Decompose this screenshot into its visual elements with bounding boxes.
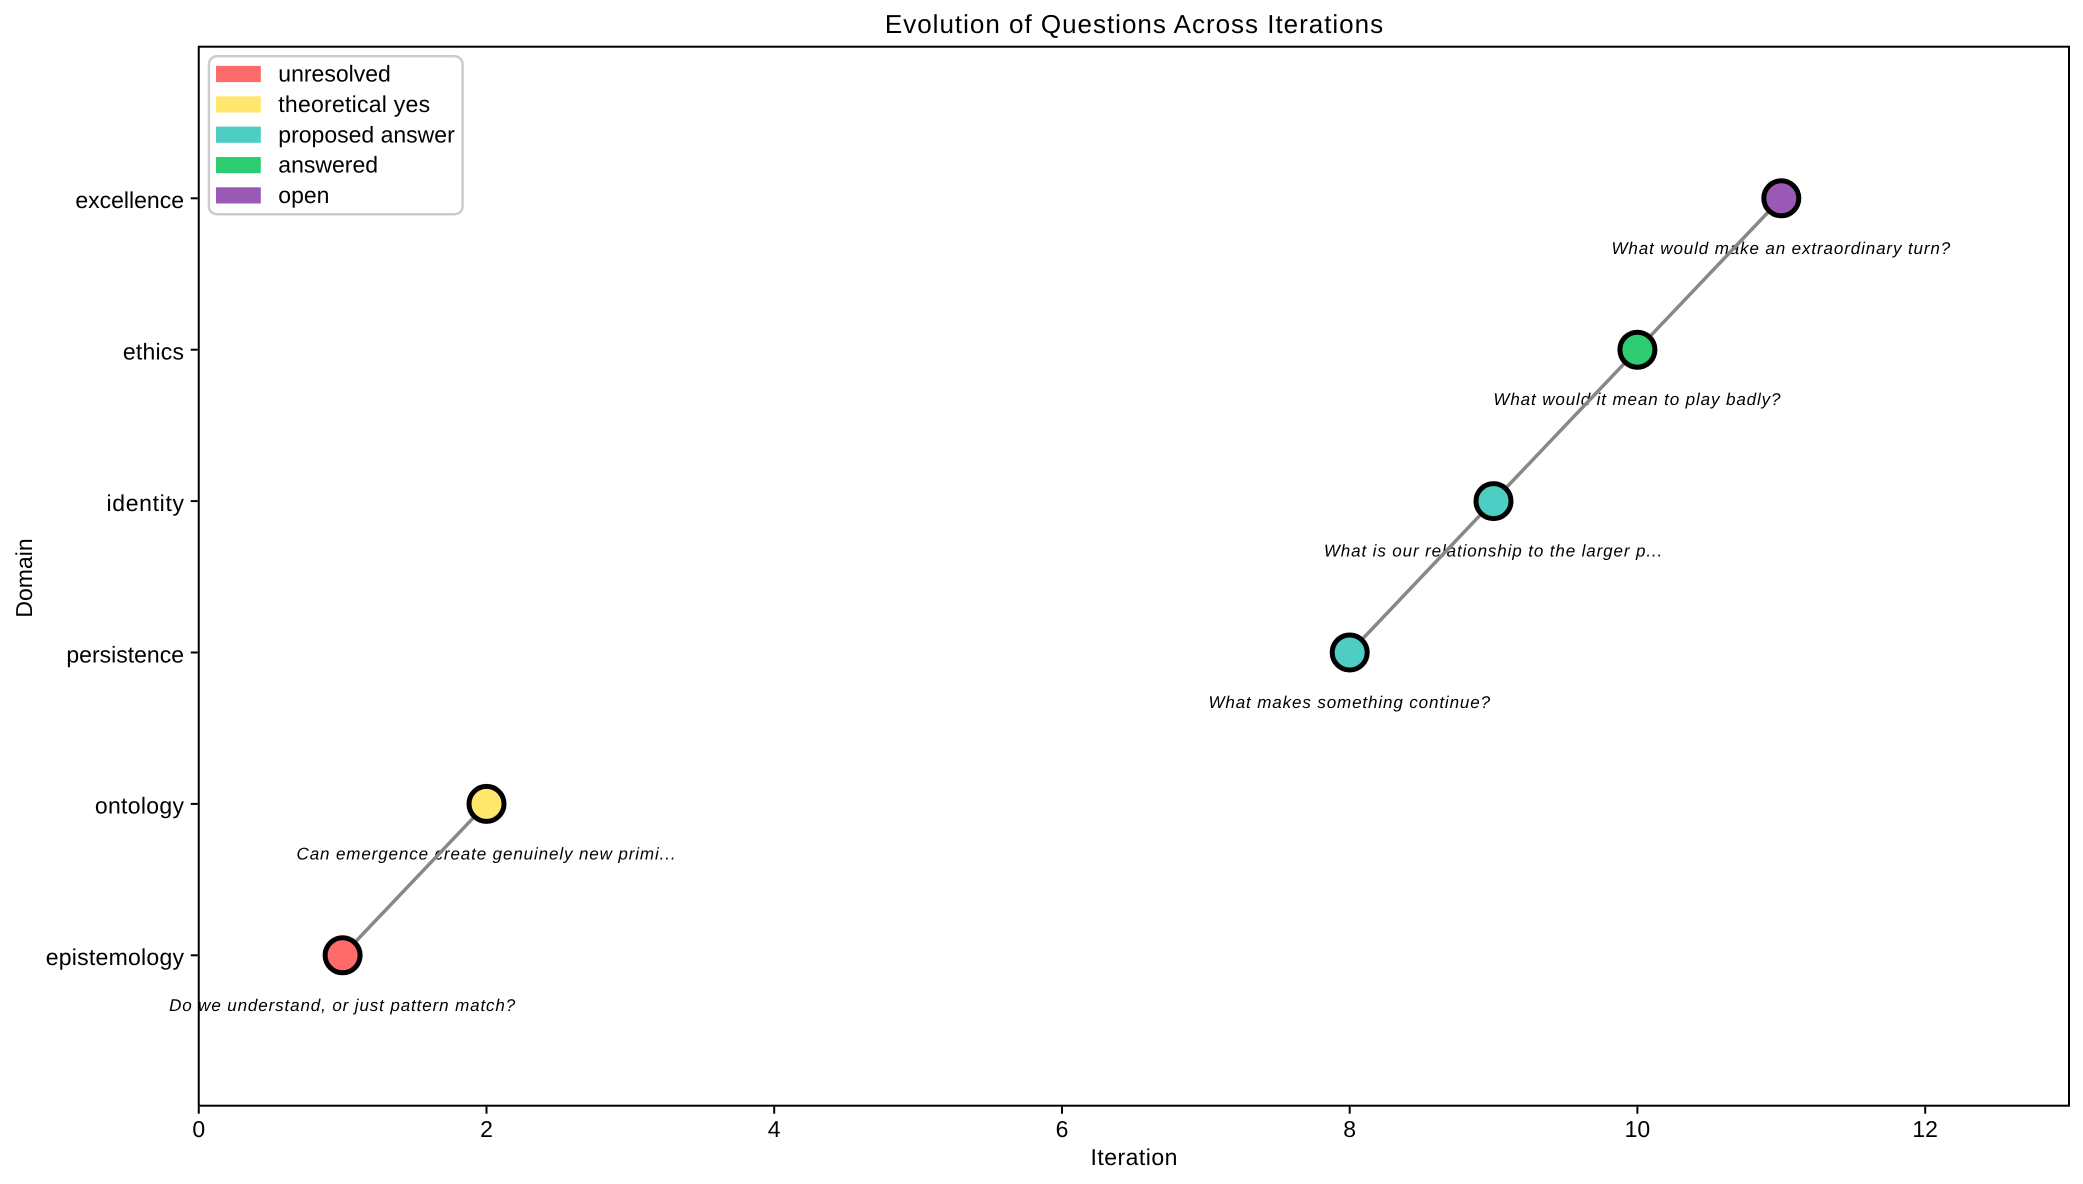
svg-text:Iteration: Iteration	[1090, 1144, 1178, 1170]
svg-text:10: 10	[1625, 1116, 1651, 1142]
svg-text:answered: answered	[278, 152, 378, 178]
svg-text:6: 6	[1056, 1116, 1069, 1142]
svg-text:8: 8	[1343, 1116, 1356, 1142]
svg-text:theoretical yes: theoretical yes	[278, 91, 430, 117]
svg-text:Domain: Domain	[11, 538, 37, 617]
svg-text:persistence: persistence	[66, 641, 184, 667]
svg-text:0: 0	[192, 1116, 205, 1142]
svg-text:2: 2	[480, 1116, 493, 1142]
svg-text:What makes something continue?: What makes something continue?	[1208, 693, 1490, 712]
svg-text:ontology: ontology	[95, 793, 185, 819]
svg-text:open: open	[278, 182, 329, 208]
svg-text:4: 4	[768, 1116, 781, 1142]
svg-text:Evolution of Questions Across: Evolution of Questions Across Iterations	[885, 9, 1384, 39]
svg-text:What would make an extraordina: What would make an extraordinary turn?	[1612, 239, 1952, 258]
svg-text:identity: identity	[107, 490, 185, 516]
svg-text:Do we understand, or just patt: Do we understand, or just pattern match?	[169, 996, 516, 1015]
svg-text:epistemology: epistemology	[46, 944, 185, 970]
svg-text:ethics: ethics	[123, 339, 184, 365]
svg-text:12: 12	[1912, 1116, 1938, 1142]
svg-text:What would it mean to play bad: What would it mean to play badly?	[1493, 390, 1781, 409]
svg-text:excellence: excellence	[75, 187, 184, 213]
svg-text:What is our relationship to th: What is our relationship to the larger p…	[1324, 542, 1663, 561]
svg-text:proposed answer: proposed answer	[278, 121, 455, 147]
svg-text:unresolved: unresolved	[278, 61, 391, 87]
svg-text:Can emergence create genuinely: Can emergence create genuinely new primi…	[297, 844, 677, 863]
